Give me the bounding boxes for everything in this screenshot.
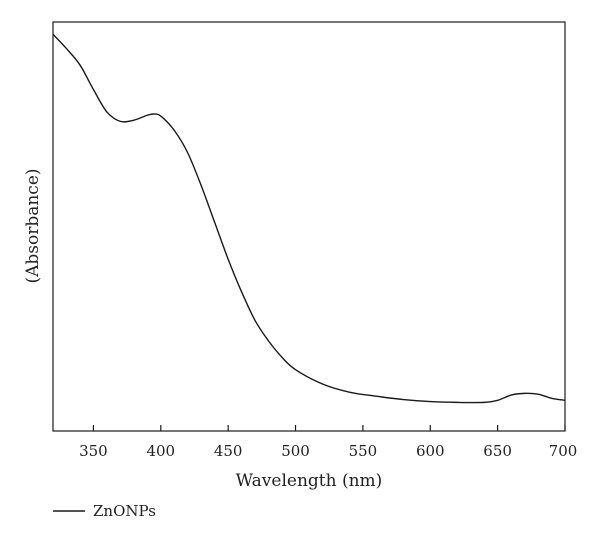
x-tick-label: 400 [146,442,175,460]
x-tick-label: 350 [79,442,108,460]
x-axis-label: Wavelength (nm) [236,471,383,491]
plot-frame [52,21,566,432]
legend: ZnONPs [53,502,156,520]
x-tick-label: 600 [416,442,445,460]
x-tick-label: 500 [281,442,310,460]
legend-label-zno-nps: ZnONPs [93,502,156,520]
y-axis-label: (Absorbance) [23,168,43,283]
x-tick-label: 450 [214,442,243,460]
x-tick-label: 550 [349,442,378,460]
x-axis-ticks: 350 400 450 500 550 600 650 700 [79,425,577,460]
series-group [52,33,566,404]
series-line-0 [52,33,566,404]
x-tick-label: 700 [549,442,578,460]
x-tick-label: 650 [483,442,512,460]
